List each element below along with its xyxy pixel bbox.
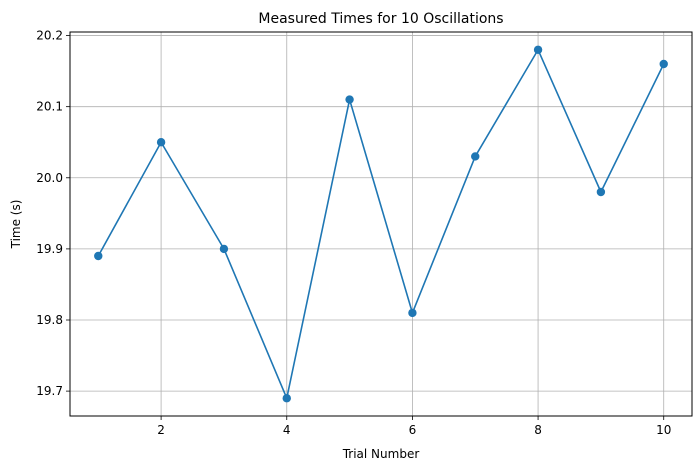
x-tick-label: 8 bbox=[534, 423, 542, 437]
x-tick-label: 4 bbox=[283, 423, 291, 437]
data-point bbox=[533, 45, 543, 54]
y-tick-label: 19.7 bbox=[36, 384, 63, 398]
y-axis-label: Time (s) bbox=[9, 200, 23, 250]
series-line bbox=[97, 48, 665, 400]
series-layer bbox=[94, 45, 668, 403]
y-tick-label: 20.1 bbox=[36, 100, 63, 114]
data-point bbox=[471, 152, 480, 161]
x-tick-label: 2 bbox=[157, 423, 165, 437]
data-point bbox=[659, 59, 668, 69]
y-tick-label: 20.0 bbox=[36, 171, 63, 185]
data-point bbox=[156, 138, 166, 147]
plot-frame bbox=[69, 31, 693, 417]
y-tick-label: 20.2 bbox=[36, 29, 63, 43]
x-tick-label: 10 bbox=[656, 423, 671, 437]
data-point bbox=[345, 95, 354, 104]
axis-ticks: 2 4 6 8 10 19.7 19.8 19.9 20.0 20.1 20.2 bbox=[36, 29, 671, 437]
data-point bbox=[94, 251, 103, 261]
y-tick-label: 19.8 bbox=[36, 313, 63, 327]
x-axis-label: Trial Number bbox=[342, 447, 420, 461]
y-tick-label: 19.9 bbox=[36, 242, 63, 256]
grid bbox=[70, 32, 692, 416]
data-point bbox=[219, 244, 229, 254]
x-tick-label: 6 bbox=[409, 423, 417, 437]
chart-title: Measured Times for 10 Oscillations bbox=[258, 11, 503, 27]
data-point bbox=[282, 394, 291, 403]
data-point bbox=[408, 308, 417, 318]
data-point bbox=[596, 187, 606, 197]
